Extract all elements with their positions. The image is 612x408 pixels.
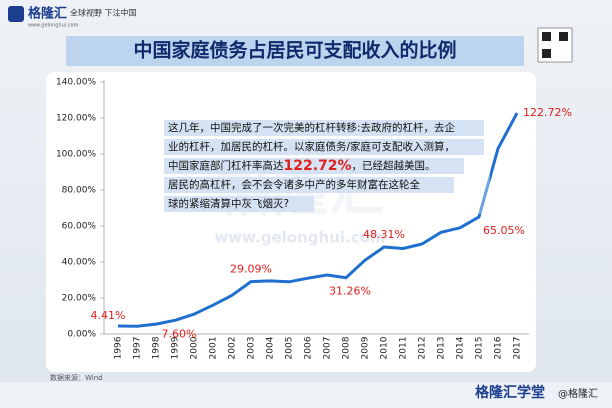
qr-corner [559,32,568,41]
x-tick-label: 2011 [399,337,409,360]
x-tick-label: 2007 [323,337,333,360]
x-tick-label: 2002 [228,337,238,360]
x-tick-label: 2012 [418,337,428,360]
value-label: 31.26% [329,285,371,298]
value-label: 65.05% [483,224,525,237]
value-label: 122.72% [523,106,572,119]
annotation-text: 业的杠杆，加居民的杠杆。以家庭债务/家庭可支配收入测算， [168,140,455,153]
x-tick-label: 2001 [209,337,219,360]
data-line [117,112,519,328]
annotation-row-bg [164,120,484,136]
annotation-highlight: 122.72% [284,158,352,174]
slogan: 全球视野 下注中国 [70,8,137,18]
footer-band [0,382,612,408]
footer-brand: 格隆汇学堂 [475,384,545,401]
x-tick-label: 1997 [133,337,143,360]
plot: 0.00% 20.00% 40.00% 60.00% 80.00% 100.00% 120.… [56,78,572,360]
x-tick-label: 2003 [247,337,257,360]
annotation-text: 居民的高杠杆，会不会令诸多中产的多年财富在这轮全 [168,178,420,191]
x-tick-label: 2009 [361,336,371,359]
y-tick-label: 120.00% [56,114,96,124]
y-tick-label: 140.00% [56,78,96,88]
x-tick-label: 2004 [266,336,276,359]
x-tick-label: 2005 [285,337,295,360]
value-label: 29.09% [230,263,272,276]
annotation-text-part: ，已经超越美国。 [352,159,436,172]
y-tick-label: 60.00% [62,222,97,232]
x-tick-label: 2010 [380,336,390,359]
annotation-text-part: 中国家庭部门杠杆率高达 [168,159,284,172]
annotation-text: 这几年，中国完成了一次完美的杠杆转移:去政府的杠杆，去企 [168,121,456,134]
y-tick-label: 0.00% [67,330,96,340]
x-tick-label: 1996 [114,336,124,359]
footer-handle: @格隆汇 [558,387,598,400]
watermark-site: www.gelonghui.com [214,229,385,247]
x-tick-label: 2014 [456,336,466,359]
logo-icon [8,6,24,22]
x-tick-label: 2000 [190,336,200,359]
annotation-text: 中国家庭部门杠杆率高达122.72%，已经超越美国。 [168,158,436,174]
y-tick-label: 20.00% [62,294,97,304]
x-tick-label: 1999 [171,336,181,359]
qr-corner [542,32,551,41]
site: www.gelonghui.com [28,23,79,29]
y-tick-label: 40.00% [62,258,97,268]
chart-title: 中国家庭债务占居民可支配收入的比例 [133,39,456,62]
title-band [66,36,524,66]
x-tick-label: 1998 [152,336,162,359]
annotation-text: 球的紧缩清算中灰飞烟灭? [168,197,289,210]
x-tick-label: 2016 [494,336,504,359]
annotation-row-bg [164,196,314,212]
annotation-row-bg [164,139,484,155]
annotation-row-bg [164,177,454,193]
x-tick-label: 2006 [304,336,314,359]
annotation-row-bg [164,158,464,174]
qr-corner [542,49,551,58]
value-label: 4.41% [91,309,126,322]
x-tick-label: 2017 [513,337,523,360]
y-tick-label: 100.00% [56,150,96,160]
value-label: 48.31% [363,228,405,241]
x-tick-label: 2013 [437,337,447,360]
y-tick-label: 80.00% [62,186,97,196]
x-tick-label: 2008 [342,336,352,359]
value-label: 7.60% [162,327,197,340]
logo-text: 格隆汇 [28,6,67,22]
x-tick-label: 2015 [475,337,485,360]
source: 数据来源：Wind [50,373,103,382]
